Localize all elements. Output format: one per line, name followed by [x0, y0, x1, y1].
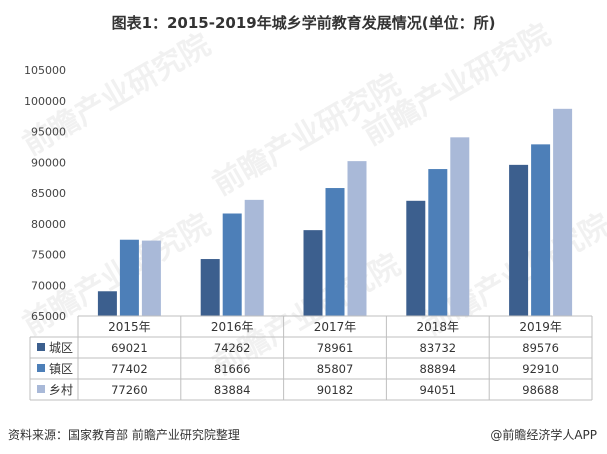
bar — [553, 108, 573, 316]
chart-title: 图表1：2015-2019年城乡学前教育发展情况(单位：所) — [111, 14, 496, 32]
data-label: 88894 — [420, 362, 457, 376]
data-label: 85807 — [317, 362, 354, 376]
data-label: 81666 — [214, 362, 251, 376]
bar — [347, 161, 367, 316]
x-tick-label: 2015年 — [108, 320, 151, 334]
y-tick-label: 100000 — [24, 95, 66, 108]
data-label: 90182 — [317, 383, 354, 397]
bar — [450, 137, 470, 316]
bar — [509, 164, 529, 316]
data-label: 74262 — [214, 341, 251, 355]
x-tick-label: 2017年 — [314, 320, 357, 334]
legend-swatch — [37, 343, 45, 351]
bar — [141, 240, 161, 316]
y-tick-label: 105000 — [24, 64, 66, 77]
y-tick-label: 95000 — [31, 126, 66, 139]
source-note: 资料来源：国家教育部 前瞻产业研究院整理 — [8, 428, 240, 442]
footer: 资料来源：国家教育部 前瞻产业研究院整理 @前瞻经济学人APP — [0, 426, 607, 446]
legend-swatch — [37, 364, 45, 372]
data-label: 69021 — [111, 341, 148, 355]
legend-swatch — [37, 385, 45, 393]
x-tick-label: 2019年 — [519, 320, 562, 334]
data-label: 83884 — [214, 383, 251, 397]
legend-label: 城区 — [49, 341, 73, 355]
data-label: 94051 — [420, 383, 457, 397]
y-tick-label: 80000 — [31, 218, 66, 231]
x-tick-label: 2016年 — [211, 320, 254, 334]
data-label: 92910 — [522, 362, 559, 376]
data-label: 77402 — [111, 362, 148, 376]
y-tick-label: 90000 — [31, 156, 66, 169]
data-label: 78961 — [317, 341, 354, 355]
brand-label: @前瞻经济学人APP — [490, 428, 597, 442]
data-label: 89576 — [522, 341, 559, 355]
legend-label: 镇区 — [49, 362, 73, 376]
data-label: 77260 — [111, 383, 148, 397]
bar — [200, 259, 220, 316]
bar — [119, 239, 139, 316]
bar — [406, 200, 426, 316]
y-tick-label: 85000 — [31, 187, 66, 200]
bar — [303, 230, 323, 316]
y-tick-label: 70000 — [31, 279, 66, 292]
bar — [428, 169, 448, 316]
data-label: 83732 — [420, 341, 457, 355]
legend-label: 乡村 — [49, 383, 73, 397]
x-tick-label: 2018年 — [417, 320, 460, 334]
y-tick-label: 75000 — [31, 249, 66, 262]
bar — [97, 291, 117, 316]
bar — [222, 213, 242, 316]
bar — [325, 188, 345, 316]
data-label: 98688 — [522, 383, 559, 397]
bar — [531, 144, 551, 316]
y-tick-label: 65000 — [31, 310, 66, 323]
bar — [244, 199, 264, 316]
